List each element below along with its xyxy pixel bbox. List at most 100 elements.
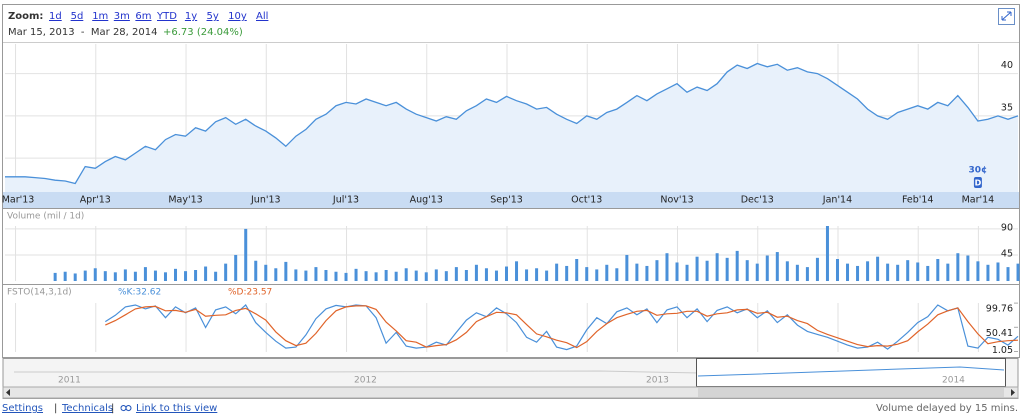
pane-title: FSTO(14,3,1d)	[7, 288, 72, 298]
volume-bar	[344, 272, 348, 281]
link-to-view[interactable]: Link to this view	[136, 403, 217, 414]
settings-link[interactable]: Settings	[2, 403, 43, 414]
y-tick-label: 1.05	[992, 345, 1013, 356]
x-tick-label: May'13	[168, 195, 202, 206]
volume-bar	[384, 270, 388, 281]
zoom-link[interactable]: 1d	[49, 11, 62, 22]
volume-bar	[685, 264, 689, 281]
volume-bar	[404, 268, 408, 281]
volume-bar	[735, 250, 739, 281]
volume-bar	[876, 256, 880, 281]
volume-bar	[926, 265, 930, 281]
zoom-link[interactable]: 6m	[135, 11, 151, 22]
volume-bar	[595, 269, 599, 281]
price-line	[5, 62, 1019, 185]
volume-bar	[555, 263, 559, 281]
year-label: 2014	[942, 376, 965, 386]
scroll-thumb[interactable]	[698, 388, 1004, 397]
volume-bar	[635, 263, 639, 281]
volume-bar	[615, 268, 619, 281]
volume-bar	[946, 263, 950, 281]
volume-bar	[835, 259, 839, 281]
zoom-link[interactable]: 1m	[92, 11, 108, 22]
volume-bar	[484, 268, 488, 281]
y-tick-label: 90	[1001, 222, 1013, 233]
volume-bar	[715, 253, 719, 281]
year-label: 2012	[354, 376, 377, 386]
zoom-link[interactable]: YTD	[156, 11, 177, 22]
x-tick-label: Sep'13	[490, 195, 523, 206]
x-tick-label: Mar'13	[2, 195, 35, 206]
volume-bar	[103, 271, 107, 281]
volume-bar	[174, 268, 178, 281]
volume-bar	[785, 261, 789, 281]
zoom-link[interactable]: 1y	[185, 11, 197, 22]
volume-bar	[464, 270, 468, 281]
volume-bar	[394, 271, 398, 281]
volume-bar	[153, 270, 157, 281]
zoom-link[interactable]: 5y	[207, 11, 219, 22]
volume-bar	[224, 263, 228, 281]
volume-bar	[184, 271, 188, 281]
volume-bar	[996, 262, 1000, 281]
volume-bar	[214, 271, 218, 281]
charts: 303540Mar'13Apr'13May'13Jun'13Jul'13Aug'…	[2, 44, 1020, 356]
volume-bar	[966, 255, 970, 281]
volume-bar	[545, 270, 549, 281]
navigator-window-line	[697, 366, 1005, 377]
x-tick-label: Oct'13	[571, 195, 602, 206]
annotation-flag[interactable]	[973, 177, 982, 188]
year-label: 2011	[58, 376, 81, 386]
volume-bar	[1016, 263, 1020, 281]
volume-bar	[846, 263, 850, 281]
x-tick-label: Jul'13	[332, 195, 359, 206]
volume-bar	[695, 256, 699, 281]
x-tick-label: Mar'14	[962, 195, 995, 206]
volume-bar	[163, 272, 167, 281]
volume-bar	[83, 270, 87, 281]
volume-bar	[866, 261, 870, 281]
zoom-link[interactable]: 5d	[71, 11, 84, 22]
y-tick-label: 50.41	[986, 328, 1013, 339]
volume-bar	[1006, 267, 1010, 281]
volume-bar	[605, 264, 609, 281]
delay-note: Volume delayed by 15 mins.	[876, 403, 1018, 414]
date-range: Mar 15, 2013 - Mar 28, 2014	[8, 27, 157, 38]
technicals-link[interactable]: Technicals	[61, 403, 113, 414]
zoom-link[interactable]: 3m	[114, 11, 130, 22]
volume-bar	[986, 264, 990, 281]
volume-bar	[936, 259, 940, 281]
pane-title: Volume (mil / 1d)	[7, 212, 84, 222]
x-tick-label: Jan'14	[822, 195, 852, 206]
link-icon	[120, 405, 132, 412]
volume-bar	[535, 268, 539, 281]
volume-bar	[414, 270, 418, 281]
volume-bar	[234, 254, 238, 281]
volume-bar	[515, 261, 519, 281]
volume-bar	[575, 259, 579, 281]
zoom-link[interactable]: All	[256, 11, 268, 22]
volume-bar	[705, 260, 709, 281]
zoom-link[interactable]: 10y	[228, 11, 247, 22]
volume-bar	[204, 266, 208, 281]
change: +6.73 (24.04%)	[163, 27, 243, 38]
scrollbar[interactable]	[2, 386, 1019, 399]
x-tick-label: Jun'13	[250, 195, 281, 206]
volume-bar	[244, 228, 248, 281]
volume-bar	[194, 270, 198, 281]
zoom-links: 1d 5d 1m 3m 6m YTD 1y 5y 10y All	[49, 11, 268, 22]
volume-bar	[444, 271, 448, 281]
expand-icon	[1001, 11, 1012, 21]
navigator-window[interactable]	[696, 358, 1006, 387]
volume-bar	[625, 254, 629, 281]
x-tick-label: Aug'13	[410, 195, 443, 206]
volume-bar	[825, 226, 829, 281]
volume-bar	[565, 265, 569, 281]
volume-bar	[795, 264, 799, 281]
volume-bar	[304, 270, 308, 281]
volume-bar	[956, 253, 960, 281]
x-tick-label: Dec'13	[741, 195, 774, 206]
volume-bar	[123, 269, 127, 281]
